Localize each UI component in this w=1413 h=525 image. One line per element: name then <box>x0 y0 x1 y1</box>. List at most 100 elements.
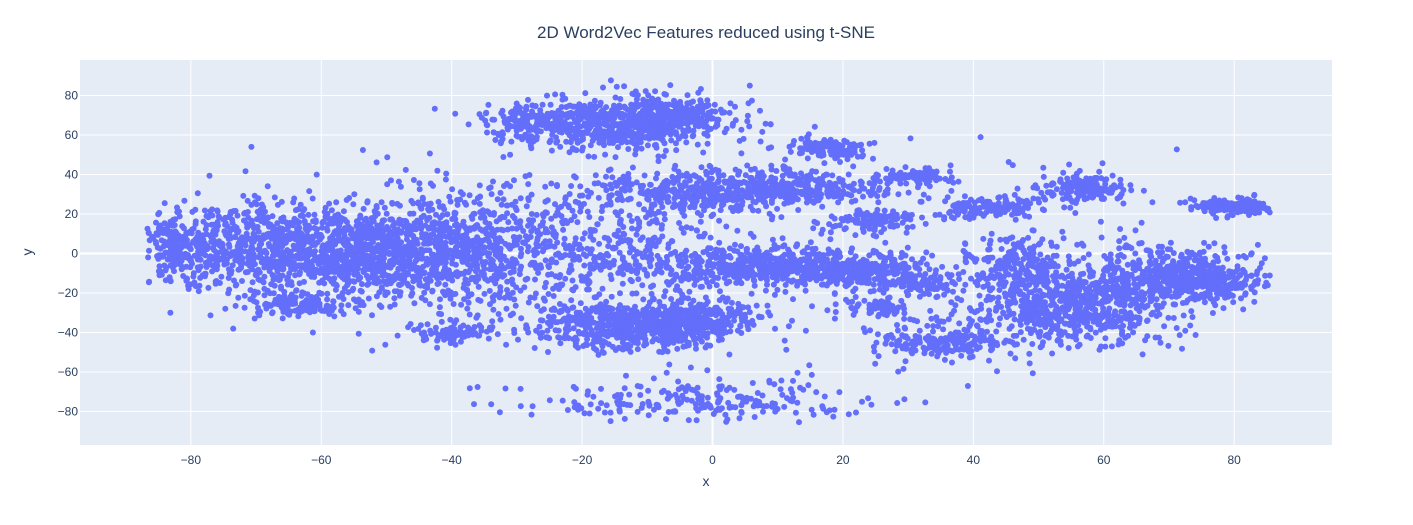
scatter-point <box>370 249 377 256</box>
scatter-point <box>652 120 659 127</box>
scatter-point <box>567 246 574 253</box>
scatter-point <box>419 194 426 201</box>
scatter-point <box>249 235 256 242</box>
scatter-point <box>1266 209 1273 216</box>
scatter-point <box>167 309 174 316</box>
scatter-point <box>416 180 423 187</box>
scatter-point <box>383 210 390 217</box>
scatter-point <box>1210 202 1217 209</box>
scatter-point <box>723 188 730 195</box>
scatter-point <box>600 137 607 144</box>
scatter-point <box>370 218 377 225</box>
scatter-point <box>748 97 755 104</box>
scatter-point <box>668 137 675 144</box>
scatter-point <box>427 200 434 207</box>
scatter-point <box>878 229 885 236</box>
scatter-point <box>466 311 473 318</box>
scatter-point <box>292 266 298 273</box>
scatter-point <box>225 275 232 281</box>
scatter-point <box>170 253 177 260</box>
scatter-point <box>740 135 747 142</box>
scatter-point <box>1038 189 1045 196</box>
scatter-point <box>205 284 212 291</box>
scatter-point <box>232 302 239 309</box>
scatter-point <box>871 190 878 197</box>
scatter-point <box>471 199 478 206</box>
scatter-point <box>1017 197 1024 204</box>
scatter-point <box>789 172 796 179</box>
scatter-point <box>482 259 488 266</box>
scatter-point <box>577 123 584 130</box>
scatter-point <box>523 203 530 210</box>
scatter-point <box>374 275 380 282</box>
scatter-point <box>642 104 649 111</box>
scatter-point <box>325 303 332 310</box>
scatter-point <box>430 182 436 189</box>
scatter-point <box>787 148 794 155</box>
scatter-point <box>161 228 168 235</box>
scatter-point <box>248 201 255 208</box>
scatter-point <box>603 298 610 305</box>
scatter-point <box>250 292 257 299</box>
scatter-point <box>446 193 453 200</box>
scatter-point <box>244 269 251 275</box>
scatter-point <box>732 117 739 124</box>
scatter-point <box>566 252 573 259</box>
scatter-point <box>585 193 592 200</box>
scatter-point <box>320 253 327 260</box>
scatter-point <box>220 216 227 223</box>
scatter-point <box>272 235 279 241</box>
scatter-point <box>1087 193 1094 200</box>
scatter-point <box>1191 197 1198 204</box>
scatter-point <box>667 82 674 89</box>
scatter-point <box>835 191 842 198</box>
scatter-point <box>814 220 821 227</box>
scatter-point <box>397 264 404 271</box>
scatter-point <box>500 196 507 203</box>
scatter-point <box>308 300 315 307</box>
scatter-point <box>558 203 565 210</box>
scatter-point <box>525 96 531 103</box>
scatter-point <box>437 296 443 303</box>
scatter-point <box>202 226 209 233</box>
scatter-point <box>270 224 277 231</box>
scatter-point <box>329 303 336 310</box>
scatter-point <box>196 282 203 289</box>
scatter-point <box>848 141 855 148</box>
scatter-point <box>355 308 362 315</box>
scatter-point <box>393 243 400 250</box>
scatter-point <box>1099 160 1106 167</box>
scatter-point <box>369 347 376 354</box>
scatter-point <box>181 197 188 204</box>
scatter-point <box>858 179 865 186</box>
scatter-point <box>476 200 483 207</box>
scatter-point <box>702 102 709 109</box>
scatter-point <box>1127 182 1134 189</box>
scatter-point <box>168 239 175 246</box>
scatter-point <box>486 250 493 257</box>
scatter-point <box>552 91 559 98</box>
scatter-point <box>416 186 423 193</box>
scatter-point <box>656 102 663 109</box>
scatter-point <box>1120 187 1127 193</box>
scatter-point <box>244 197 251 204</box>
scatter-point <box>213 278 220 284</box>
scatter-point <box>514 133 521 140</box>
scatter-point <box>311 251 318 258</box>
scatter-point <box>1071 183 1078 190</box>
scatter-point <box>797 145 804 152</box>
scatter-point <box>256 253 263 260</box>
scatter-point <box>1108 189 1115 196</box>
scatter-point <box>420 263 427 270</box>
scatter-point <box>524 248 531 255</box>
scatter-point <box>603 173 609 180</box>
scatter-point <box>477 297 484 304</box>
scatter-point <box>311 211 318 218</box>
scatter-point <box>407 321 414 327</box>
scatter-point <box>729 194 736 201</box>
scatter-point <box>945 178 952 185</box>
scatter-point <box>315 261 322 267</box>
scatter-point <box>1057 178 1064 185</box>
scatter-point <box>671 97 677 104</box>
